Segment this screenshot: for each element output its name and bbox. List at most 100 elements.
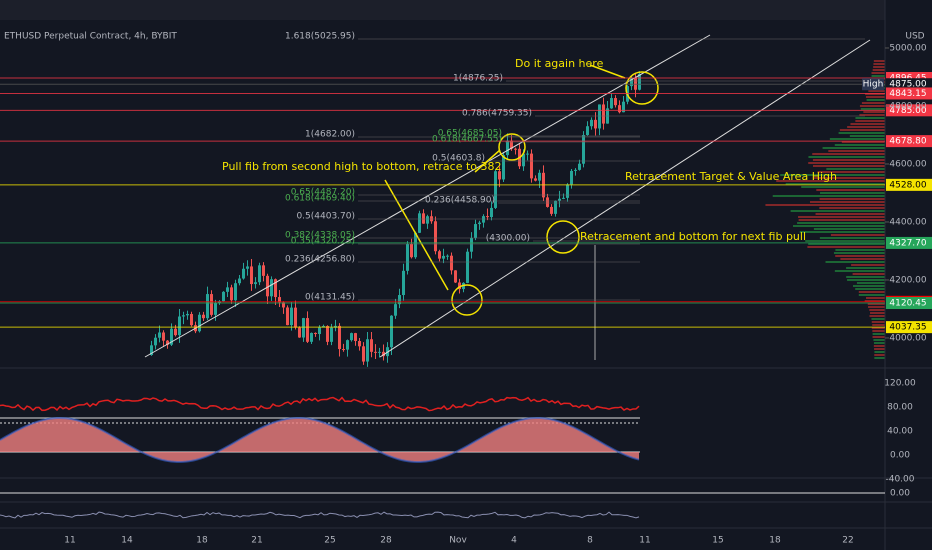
fib-label: 0.786(4759.35)	[462, 109, 532, 119]
volume-profile	[840, 258, 885, 260]
lower-line	[0, 511, 640, 519]
fib-label: 0.236(4256.80)	[285, 255, 355, 265]
time-tick-label: 18	[769, 536, 781, 546]
candle	[298, 327, 301, 338]
volume-profile	[859, 114, 885, 116]
candle	[574, 169, 577, 171]
volume-profile	[772, 195, 885, 197]
candle	[418, 213, 421, 233]
candle	[494, 171, 497, 208]
volume-profile	[865, 96, 885, 98]
candle	[554, 200, 557, 214]
candle	[206, 294, 209, 319]
candle	[278, 297, 281, 303]
candle	[362, 346, 365, 362]
time-tick-label: 14	[121, 536, 133, 546]
candle	[302, 318, 305, 338]
candle	[242, 268, 245, 279]
price-badge	[886, 178, 932, 191]
volume-profile	[808, 162, 885, 164]
volume-profile	[825, 261, 885, 263]
volume-profile	[872, 333, 885, 335]
fib-label: 0.618(4667.55)	[432, 135, 502, 145]
volume-profile	[828, 150, 885, 152]
candle	[638, 73, 641, 90]
price-badge	[886, 135, 932, 148]
indicator-tick-label: 0.00	[890, 451, 910, 461]
candle	[438, 251, 441, 259]
candle	[466, 251, 469, 283]
candle	[330, 327, 333, 342]
candle	[374, 351, 377, 353]
indicator-line	[0, 416, 640, 463]
time-tick-label: 8	[587, 536, 593, 546]
volume-profile	[808, 156, 885, 158]
highlight-circle	[546, 220, 580, 254]
candle	[582, 135, 585, 164]
volume-profile	[869, 309, 885, 311]
volume-profile	[819, 198, 885, 200]
candle	[186, 314, 189, 316]
candle	[338, 325, 341, 350]
candle	[422, 213, 425, 224]
candle	[522, 153, 525, 167]
volume-profile	[867, 303, 885, 305]
annotation: Do it again here	[515, 57, 604, 70]
candle	[458, 282, 461, 290]
candle	[402, 270, 405, 296]
fib-label: 0.5(4603.8)	[432, 154, 485, 164]
price-level-label: 4120.45	[889, 299, 926, 309]
candle	[470, 237, 473, 252]
fib-label: 1(4876.25)	[453, 74, 503, 84]
time-tick-label: 21	[251, 536, 262, 546]
volume-profile	[873, 66, 885, 68]
volume-profile	[815, 213, 885, 215]
volume-profile	[826, 168, 885, 170]
candle	[318, 327, 321, 335]
candle	[254, 282, 257, 285]
indicator-wave	[0, 418, 639, 462]
candle	[502, 155, 505, 180]
candle	[310, 332, 313, 342]
volume-profile	[873, 345, 885, 347]
volume-profile	[780, 174, 885, 176]
volume-profile	[873, 339, 885, 341]
candle	[246, 266, 249, 269]
candle	[622, 101, 625, 113]
volume-profile	[785, 183, 885, 185]
tag-badge	[862, 78, 884, 91]
volume-profile	[846, 276, 885, 278]
volume-profile	[872, 330, 885, 332]
candle	[450, 255, 453, 271]
volume-profile	[820, 192, 885, 194]
volume-profile	[833, 252, 885, 254]
indicator-tick-label: 80.00	[887, 403, 913, 413]
price-badge	[886, 297, 932, 310]
time-tick-label: 15	[712, 536, 723, 546]
candle	[234, 283, 237, 301]
volume-profile	[849, 135, 885, 137]
volume-profile	[871, 72, 885, 74]
volume-profile	[855, 120, 885, 122]
candle	[274, 279, 277, 298]
volume-profile	[871, 327, 885, 329]
candle	[198, 314, 201, 332]
fib-label: 0(4131.45)	[305, 293, 355, 303]
annotation: Retracement and bottom for next fib pull	[580, 230, 806, 243]
volume-profile	[860, 108, 885, 110]
price-tick-label: 5000.00	[889, 43, 926, 53]
time-tick-label: 25	[324, 536, 335, 546]
candle	[446, 255, 449, 257]
fib-label: (4300.00)	[486, 234, 530, 244]
price-level-label: 4037.35	[889, 323, 926, 333]
volume-profile	[872, 69, 885, 71]
candle	[534, 178, 537, 181]
volume-profile	[813, 177, 885, 179]
candle	[590, 119, 593, 127]
fib-label: 0.236(4458.90)	[425, 196, 495, 206]
fib-label: 0.5(4403.70)	[296, 212, 355, 222]
arrow	[384, 179, 449, 291]
candle	[170, 328, 173, 345]
highlight-circle	[625, 71, 659, 105]
candle	[558, 198, 561, 201]
